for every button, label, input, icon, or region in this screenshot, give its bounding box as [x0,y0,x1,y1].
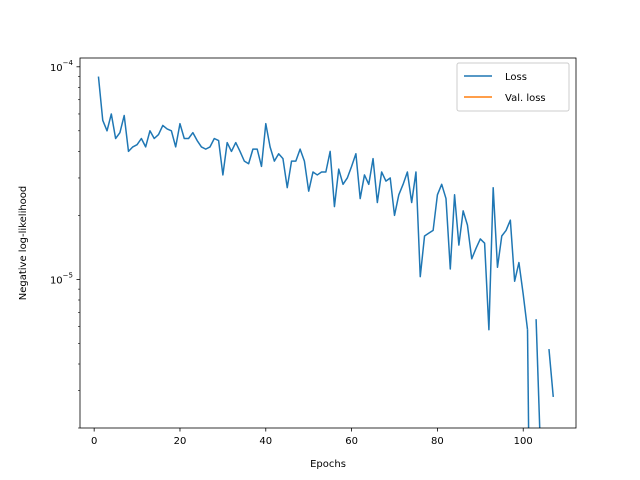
x-axis: 0 20 40 60 80 100 [91,428,533,447]
series-drop-loss [526,329,530,428]
x-tick-label: 20 [174,436,187,447]
legend-label-val-loss: Val. loss [505,93,546,104]
legend: Loss Val. loss [456,62,570,112]
legend-box [456,62,570,112]
series-line-loss [97,76,529,331]
y-tick-label: 10−5 [50,271,73,286]
y-tick-label: 10−4 [50,59,74,74]
series-layer [97,76,555,428]
x-tick-label: 80 [431,436,444,447]
y-axis-label: Negative log-likelihood [18,186,29,301]
x-tick-label: 0 [91,436,97,447]
x-tick-label: 40 [259,436,272,447]
plot-frame [79,57,577,429]
x-tick-label: 100 [514,436,533,447]
series-line-loss [548,349,555,397]
x-axis-label: Epochs [310,459,346,470]
plot-background [80,58,576,428]
y-axis: 10−4 10−5 [50,59,80,429]
series-drop-loss [535,319,541,428]
x-tick-label: 60 [345,436,358,447]
legend-label-loss: Loss [505,72,527,83]
